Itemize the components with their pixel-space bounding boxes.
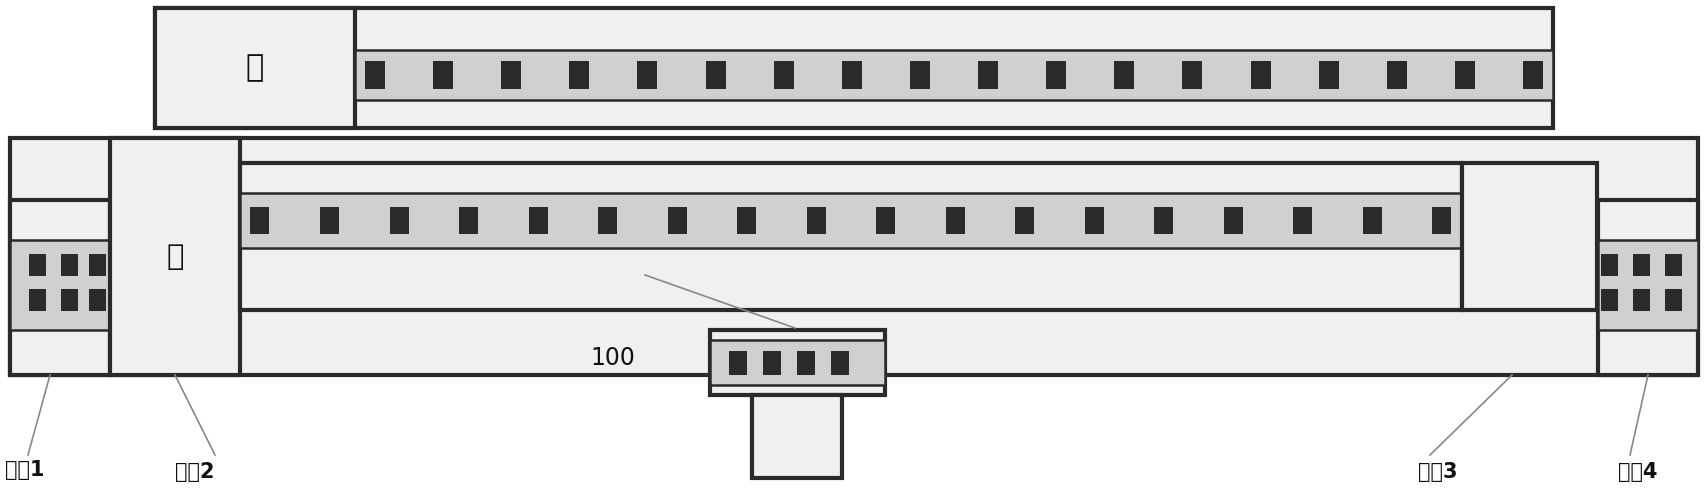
Bar	[1224, 207, 1243, 234]
Bar	[319, 207, 338, 234]
Bar	[1664, 254, 1681, 276]
Bar	[1362, 207, 1381, 234]
Bar	[667, 207, 686, 234]
Bar	[1046, 61, 1065, 89]
Bar	[459, 207, 478, 234]
Bar	[568, 61, 589, 89]
Bar	[710, 330, 884, 395]
Bar	[806, 207, 824, 234]
Bar	[1461, 163, 1596, 310]
Text: 端点1: 端点1	[5, 460, 44, 480]
Bar	[500, 61, 521, 89]
Bar	[1632, 289, 1649, 311]
Bar	[1318, 61, 1338, 89]
Bar	[1154, 207, 1173, 234]
Bar	[1432, 207, 1451, 234]
Bar	[251, 207, 270, 234]
Bar	[1523, 61, 1541, 89]
Bar	[355, 50, 1552, 100]
Bar	[842, 61, 862, 89]
Bar	[155, 8, 1552, 128]
Bar	[597, 207, 616, 234]
Bar	[797, 351, 814, 375]
Bar	[1632, 254, 1649, 276]
Bar	[61, 254, 79, 276]
Text: 100: 100	[589, 346, 635, 370]
Bar	[1181, 61, 1202, 89]
Bar	[1113, 61, 1133, 89]
Bar	[773, 61, 794, 89]
Text: 端点2: 端点2	[174, 462, 215, 482]
Bar	[637, 61, 657, 89]
Bar	[751, 395, 842, 478]
Bar	[10, 200, 109, 375]
Bar	[1014, 207, 1034, 234]
Bar	[710, 340, 884, 385]
Bar	[978, 61, 997, 89]
Bar	[831, 351, 848, 375]
Bar	[1598, 200, 1697, 375]
Bar	[1598, 240, 1697, 330]
Text: 漏: 漏	[166, 242, 184, 271]
Bar	[1292, 207, 1311, 234]
Bar	[434, 61, 452, 89]
Bar	[10, 138, 1697, 375]
Bar	[241, 163, 1461, 310]
Bar	[1601, 289, 1618, 311]
Bar	[29, 289, 46, 311]
Bar	[241, 193, 1461, 248]
Bar	[910, 61, 929, 89]
Bar	[89, 289, 106, 311]
Text: 端点3: 端点3	[1417, 462, 1456, 482]
Bar	[729, 351, 746, 375]
Bar	[1454, 61, 1475, 89]
Bar	[389, 207, 408, 234]
Text: 源: 源	[246, 54, 265, 83]
Bar	[109, 138, 241, 375]
Bar	[876, 207, 894, 234]
Bar	[89, 254, 106, 276]
Bar	[737, 207, 756, 234]
Bar	[1386, 61, 1407, 89]
Bar	[946, 207, 964, 234]
Bar	[1084, 207, 1103, 234]
Bar	[1250, 61, 1270, 89]
Bar	[763, 351, 780, 375]
Bar	[61, 289, 79, 311]
Bar	[29, 254, 46, 276]
Bar	[365, 61, 384, 89]
Bar	[155, 8, 355, 128]
Bar	[10, 240, 109, 330]
Bar	[1601, 254, 1618, 276]
Bar	[1664, 289, 1681, 311]
Bar	[527, 207, 548, 234]
Text: 端点4: 端点4	[1617, 462, 1656, 482]
Bar	[705, 61, 725, 89]
